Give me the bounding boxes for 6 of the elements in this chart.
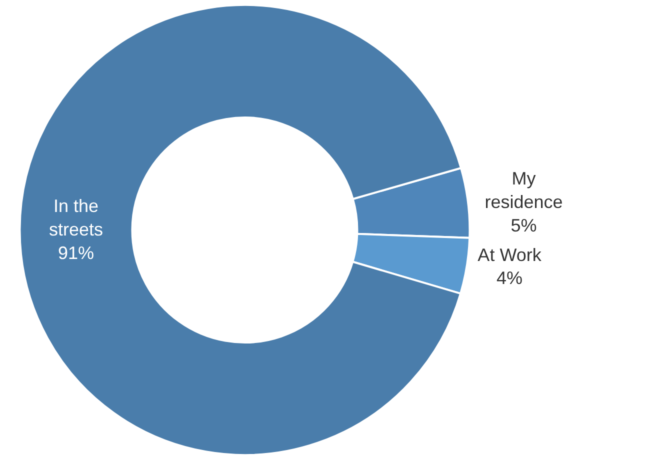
slice-label: In the streets bbox=[48, 196, 103, 240]
slice-label: At Work bbox=[478, 244, 542, 265]
data-label: 91% bbox=[58, 242, 94, 263]
slice-label: My residence bbox=[484, 168, 563, 212]
data-label: 5% bbox=[510, 215, 537, 236]
data-label: 4% bbox=[496, 268, 523, 288]
